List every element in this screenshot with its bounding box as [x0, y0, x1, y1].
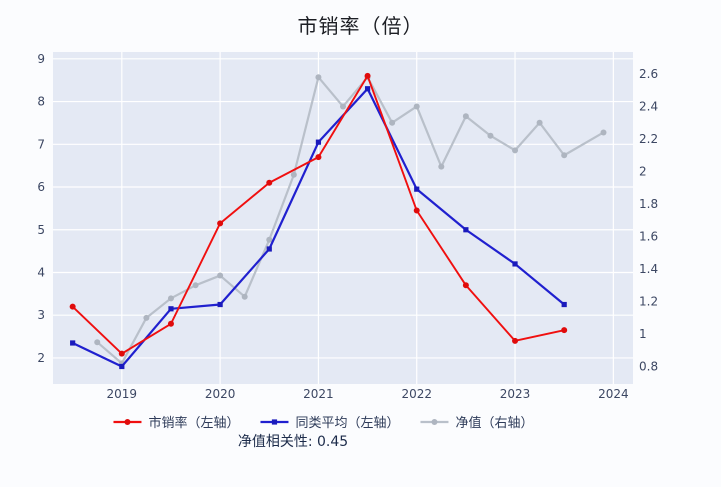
data-point-marker [69, 303, 76, 310]
red-line-marker-icon [113, 418, 142, 425]
data-point-marker [512, 337, 519, 344]
data-point-marker [241, 293, 248, 300]
data-point-marker [463, 227, 469, 233]
x-axis-tick: 2019 [107, 387, 138, 401]
data-point-marker [364, 86, 371, 92]
data-point-marker [94, 339, 101, 346]
data-point-marker [364, 72, 371, 79]
data-point-marker [462, 113, 469, 120]
data-point-marker [512, 261, 518, 267]
right-axis-tick: 0.8 [639, 360, 658, 374]
data-point-marker [266, 179, 273, 186]
left-axis-tick: 5 [37, 223, 45, 237]
data-point-marker [414, 186, 420, 192]
data-point-marker [413, 207, 420, 214]
right-axis-tick: 2.2 [639, 132, 658, 146]
chart-title: 市销率（倍） [297, 14, 424, 38]
data-point-marker [600, 129, 607, 136]
left-axis-tick: 3 [37, 308, 45, 322]
data-point-marker [389, 119, 396, 126]
data-point-marker [167, 295, 174, 302]
right-axis-tick: 2 [639, 165, 647, 179]
left-axis-tick: 9 [37, 52, 45, 66]
x-axis-tick: 2023 [500, 387, 531, 401]
x-axis-tick: 2020 [205, 387, 236, 401]
data-point-marker [266, 246, 272, 252]
right-axis-tick: 1 [639, 327, 647, 341]
data-point-marker [168, 306, 174, 312]
right-axis-tick: 2.4 [639, 99, 658, 113]
legend-label: 同类平均（左轴） [295, 416, 400, 431]
right-axis-tick: 1.4 [639, 262, 658, 276]
x-axis-tick: 2022 [401, 387, 432, 401]
legend-item-peer-average[interactable]: 同类平均（左轴） [259, 412, 400, 431]
legend-label: 市销率（左轴） [148, 416, 240, 431]
left-axis-tick: 4 [37, 265, 45, 279]
left-axis-tick: 2 [37, 351, 45, 365]
data-point-marker [462, 282, 469, 289]
left-axis-tick: 8 [37, 95, 45, 109]
data-point-marker [315, 154, 322, 161]
x-axis-tick: 2021 [303, 387, 334, 401]
gray-line-marker-icon [420, 418, 449, 425]
data-point-marker [536, 119, 543, 126]
data-point-marker [167, 320, 174, 327]
left-axis-tick: 7 [37, 137, 45, 151]
data-point-marker [561, 152, 568, 159]
data-point-marker [119, 363, 125, 370]
correlation-note: 净值相关性: 0.45 [237, 434, 349, 450]
data-point-marker [70, 340, 76, 346]
data-point-marker [315, 74, 322, 81]
data-point-marker [290, 171, 297, 178]
data-point-marker [413, 103, 420, 110]
right-axis-tick: 1.6 [639, 230, 658, 244]
x-axis-tick: 2024 [598, 387, 629, 401]
data-point-marker [561, 301, 567, 308]
blue-line-marker-icon [260, 418, 289, 425]
data-point-marker [340, 103, 346, 110]
right-axis-tick: 1.2 [639, 295, 658, 309]
legend-label: 净值（右轴） [455, 416, 534, 431]
left-axis-tick: 6 [37, 180, 45, 194]
data-point-marker [217, 220, 224, 227]
data-point-marker [315, 139, 322, 145]
data-point-marker [512, 147, 519, 154]
legend-item-net-value[interactable]: 净值（右轴） [420, 412, 534, 431]
data-point-marker [438, 163, 445, 170]
data-point-marker [266, 236, 273, 243]
data-point-marker [217, 301, 223, 308]
data-point-marker [217, 272, 224, 279]
data-point-marker [192, 282, 199, 289]
legend-item-ps-ratio[interactable]: 市销率（左轴） [112, 412, 239, 431]
data-point-marker [118, 350, 125, 357]
data-point-marker [561, 327, 568, 334]
data-point-marker [143, 314, 150, 321]
right-axis-tick: 2.6 [639, 67, 658, 81]
right-axis-tick: 1.8 [639, 197, 658, 211]
legend: 市销率（左轴） 同类平均（左轴） 净值（右轴） [112, 412, 534, 431]
data-point-marker [487, 132, 494, 139]
